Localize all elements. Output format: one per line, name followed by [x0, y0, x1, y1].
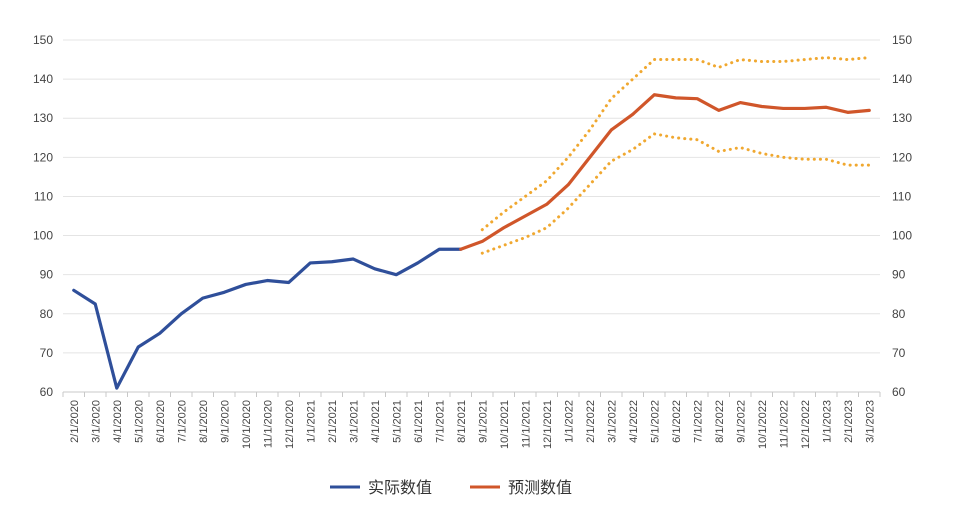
x-tick-label: 1/1/2022	[563, 400, 575, 443]
y-tick-label-left: 110	[34, 189, 53, 203]
x-tick-label: 11/1/2021	[520, 400, 532, 448]
y-tick-label-right: 100	[892, 229, 912, 243]
x-tick-label: 5/1/2021	[391, 400, 403, 443]
y-tick-label-right: 140	[892, 72, 912, 86]
series-line-0	[72, 247, 463, 390]
x-tick-label: 9/1/2021	[477, 400, 489, 443]
y-tick-label-right: 110	[892, 189, 911, 203]
series-lines	[72, 56, 871, 390]
y-axis-left: 60 70 80 90 100 110 120 130 140 150	[33, 33, 53, 399]
x-tick-label: 10/1/2021	[499, 400, 511, 449]
x-tick-label: 12/1/2022	[800, 400, 812, 449]
x-tick-label: 6/1/2022	[671, 400, 683, 443]
y-tick-label-left: 70	[40, 346, 54, 360]
x-tick-label: 9/1/2020	[219, 400, 231, 443]
x-tick-label: 2/1/2023	[843, 400, 855, 443]
x-tick-label: 6/1/2021	[413, 400, 425, 443]
x-tick-label: 3/1/2023	[864, 400, 876, 443]
y-tick-label-left: 100	[33, 229, 53, 243]
legend: 实际数值 预测数值	[330, 478, 572, 497]
x-tick-label: 11/1/2020	[262, 400, 274, 448]
y-axis-right: 60 70 80 90 100 110 120 130 140 150	[892, 33, 912, 399]
x-tick-label: 1/1/2023	[821, 400, 833, 443]
y-tick-label-right: 150	[892, 33, 912, 47]
x-tick-label: 4/1/2021	[370, 400, 382, 443]
x-tick-label: 9/1/2022	[735, 400, 747, 443]
x-tick-label: 4/1/2020	[112, 400, 124, 443]
x-tick-label: 7/1/2021	[434, 400, 446, 443]
y-tick-label-right: 130	[892, 111, 912, 125]
x-tick-label: 7/1/2022	[692, 400, 704, 443]
x-tick-label: 3/1/2020	[90, 400, 102, 443]
series-line-1	[459, 93, 871, 251]
y-tick-label-right: 120	[892, 150, 912, 164]
x-tick-label: 8/1/2020	[198, 400, 210, 443]
legend-label-actual: 实际数值	[368, 478, 432, 497]
y-tick-label-right: 80	[892, 307, 906, 321]
legend-label-forecast: 预测数值	[508, 478, 572, 497]
x-tick-label: 8/1/2022	[714, 400, 726, 443]
x-tick-label: 10/1/2020	[241, 400, 253, 449]
y-tick-label-left: 120	[33, 150, 53, 164]
x-tick-label: 12/1/2020	[284, 400, 296, 449]
y-tick-label-right: 90	[892, 268, 906, 282]
x-tick-label: 8/1/2021	[456, 400, 468, 443]
x-tick-label: 5/1/2022	[649, 400, 661, 443]
x-axis: 2/1/2020 3/1/2020 4/1/2020 5/1/2020 6/1/2020…	[62, 392, 881, 449]
x-tick-label: 2/1/2022	[585, 400, 597, 443]
x-tick-label: 6/1/2020	[155, 400, 167, 443]
x-tick-label: 11/1/2022	[778, 400, 790, 448]
x-tick-label: 4/1/2022	[628, 400, 640, 443]
x-tick-label: 3/1/2021	[348, 400, 360, 443]
y-tick-label-right: 70	[892, 346, 906, 360]
x-tick-label: 10/1/2022	[757, 400, 769, 449]
y-tick-label-left: 140	[33, 72, 53, 86]
y-tick-label-left: 150	[33, 33, 53, 47]
y-tick-label-left: 130	[33, 111, 53, 125]
y-tick-label-right: 60	[892, 385, 906, 399]
x-tick-label: 12/1/2021	[542, 400, 554, 449]
x-tick-label: 5/1/2020	[133, 400, 145, 443]
x-tick-label: 2/1/2020	[69, 400, 81, 443]
y-tick-label-left: 80	[40, 307, 54, 321]
series-line-bound-2	[480, 56, 871, 232]
y-tick-label-left: 60	[40, 385, 54, 399]
x-tick-label: 1/1/2021	[305, 400, 317, 443]
x-tick-label: 7/1/2020	[176, 400, 188, 443]
x-tick-label: 3/1/2022	[606, 400, 618, 443]
x-tick-label: 2/1/2021	[327, 400, 339, 443]
y-tick-label-left: 90	[40, 268, 54, 282]
gridlines	[63, 39, 880, 393]
